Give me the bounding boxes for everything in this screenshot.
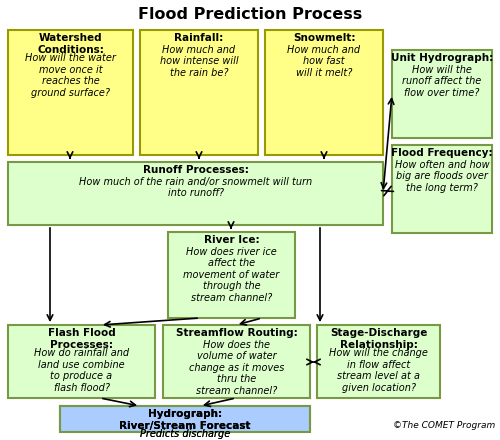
Text: How will the change
in flow affect
stream level at a
given location?: How will the change in flow affect strea… <box>329 348 428 393</box>
Text: Predicts discharge
over time. What is the flow
of the river downstream or
later : Predicts discharge over time. What is th… <box>119 429 251 440</box>
Text: Flood Prediction Process: Flood Prediction Process <box>138 7 362 22</box>
FancyBboxPatch shape <box>392 145 492 233</box>
Text: How much and
how intense will
the rain be?: How much and how intense will the rain b… <box>160 45 238 78</box>
Text: How often and how
big are floods over
the long term?: How often and how big are floods over th… <box>394 160 490 193</box>
FancyBboxPatch shape <box>60 406 310 432</box>
Text: River Ice:: River Ice: <box>204 235 260 245</box>
Text: Hydrograph:
River/Stream Forecast: Hydrograph: River/Stream Forecast <box>120 409 251 431</box>
Text: How does the
volume of water
change as it moves
thru the
stream channel?: How does the volume of water change as i… <box>189 340 284 396</box>
Text: How will the water
move once it
reaches the
ground surface?: How will the water move once it reaches … <box>25 53 116 98</box>
FancyBboxPatch shape <box>168 232 295 318</box>
Text: Flash Flood
Processes:: Flash Flood Processes: <box>48 328 116 350</box>
Text: Snowmelt:: Snowmelt: <box>293 33 355 43</box>
Text: How will the
runoff affect the
flow over time?: How will the runoff affect the flow over… <box>402 65 481 98</box>
Text: How much and
how fast
will it melt?: How much and how fast will it melt? <box>288 45 360 78</box>
FancyBboxPatch shape <box>60 406 310 430</box>
Text: How does river ice
affect the
movement of water
through the
stream channel?: How does river ice affect the movement o… <box>184 247 280 303</box>
Text: Flood Frequency:: Flood Frequency: <box>391 148 493 158</box>
FancyBboxPatch shape <box>163 325 310 398</box>
Text: Runoff Processes:: Runoff Processes: <box>142 165 248 175</box>
FancyBboxPatch shape <box>317 325 440 398</box>
FancyBboxPatch shape <box>392 50 492 138</box>
FancyBboxPatch shape <box>8 30 133 155</box>
FancyBboxPatch shape <box>265 30 383 155</box>
FancyBboxPatch shape <box>8 325 155 398</box>
Text: Stage-Discharge
Relationship:: Stage-Discharge Relationship: <box>330 328 427 350</box>
Text: Predicts discharge
over time. What is the flow
of the river downstream or
later : Predicts discharge over time. What is th… <box>119 429 251 440</box>
Text: How do rainfall and
land use combine
to produce a
flash flood?: How do rainfall and land use combine to … <box>34 348 129 393</box>
Text: ©The COMET Program: ©The COMET Program <box>393 421 495 430</box>
Text: Rainfall:: Rainfall: <box>174 33 224 43</box>
Text: How much of the rain and/or snowmelt will turn
into runoff?: How much of the rain and/or snowmelt wil… <box>79 177 312 198</box>
FancyBboxPatch shape <box>140 30 258 155</box>
Text: Watershed
Conditions:: Watershed Conditions: <box>37 33 104 55</box>
Text: Streamflow Routing:: Streamflow Routing: <box>176 328 298 338</box>
Text: Hydrograph:
River/Stream Forecast: Hydrograph: River/Stream Forecast <box>120 409 251 431</box>
FancyBboxPatch shape <box>8 162 383 225</box>
Text: Unit Hydrograph:: Unit Hydrograph: <box>391 53 493 63</box>
